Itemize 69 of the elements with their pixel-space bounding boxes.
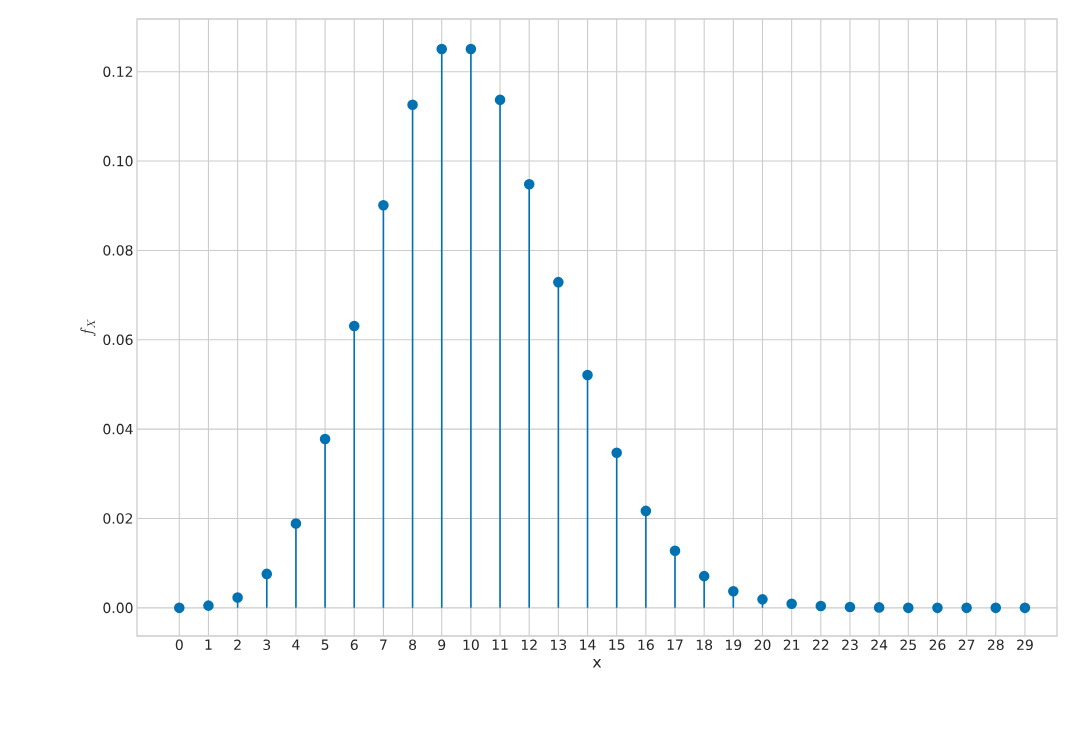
point [348,320,360,332]
x-tick-label: 7 [380,639,387,650]
x-tick-label: 26 [929,639,946,651]
x-tick-label: 29 [1017,639,1033,651]
x-tick-label: 18 [696,639,713,651]
point [728,586,739,597]
y-tick-label: 0.00 [103,602,133,614]
point [990,602,1002,614]
point [465,43,477,55]
point [873,602,885,613]
point [669,545,681,556]
x-tick-label: 13 [551,639,567,651]
point [261,568,273,580]
x-tick-label: 5 [321,639,329,650]
x-tick-label: 16 [638,639,654,651]
point [174,602,185,614]
x-tick-label: 23 [842,639,858,651]
x-tick-label: 12 [521,639,537,650]
x-tick-label: 28 [987,639,1004,651]
x-tick-label: 6 [350,639,358,651]
point [640,505,652,517]
x-tick-label: 1 [205,639,212,650]
point [203,600,214,611]
point [290,518,302,529]
y-axis-title: $f_X$ [80,319,96,336]
y-tick-label: 0.06 [103,334,133,346]
point [407,99,418,111]
point [961,602,972,614]
x-tick-label: 15 [609,639,625,650]
y-tick-label: 0.12 [103,66,133,77]
x-tick-label: 24 [871,639,888,650]
x-tick-label: 25 [900,639,916,651]
point [436,43,448,55]
point [494,94,506,106]
point [844,601,856,613]
y-tick-label: 0.08 [103,245,133,256]
point [932,602,943,614]
x-tick-label: 10 [463,639,479,651]
point [1019,602,1031,614]
point [232,592,243,603]
point [786,598,797,610]
point [319,433,331,445]
x-tick-label: 0 [175,639,183,651]
x-tick-label: 3 [263,639,271,651]
point [903,602,914,614]
y-tick-label: 0.04 [103,423,133,435]
point [553,276,564,288]
x-tick-label: 19 [725,639,742,651]
point [815,600,827,612]
x-tick-label: 17 [667,639,683,650]
point [757,594,768,605]
x-axis-title: x [592,658,602,668]
x-tick-label: 20 [754,639,771,651]
y-tick-label: 0.10 [103,155,133,167]
x-tick-label: 9 [438,639,446,651]
x-tick-label: 4 [292,639,300,650]
x-tick-label: 11 [492,639,508,650]
x-tick-label: 22 [812,639,829,650]
x-tick-label: 27 [958,639,975,650]
x-tick-label: 21 [783,639,800,650]
point [698,570,710,582]
point [523,179,535,190]
point [582,369,593,381]
x-tick-label: 2 [234,639,241,650]
x-tick-label: 14 [580,639,596,650]
point [378,200,389,211]
y-tick-label: 0.02 [103,513,133,524]
x-tick-label: 8 [409,639,417,651]
point [611,447,622,459]
